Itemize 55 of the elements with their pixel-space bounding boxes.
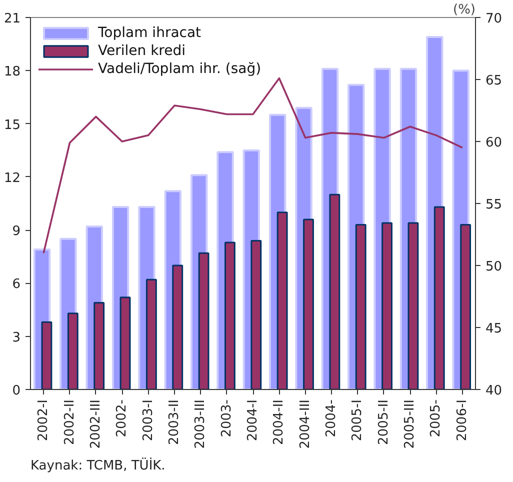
y-tick-label: 21 [4, 12, 21, 26]
y2-tick-label: 60 [486, 136, 502, 150]
x-tick-label: 2002- [114, 399, 130, 438]
bar [94, 302, 105, 390]
x-tick-label: 2004- [324, 399, 340, 438]
x-tick-label: 2002-III [88, 399, 104, 449]
y-tick-label: 9 [12, 224, 21, 240]
x-tick-label: 2005-I [350, 400, 366, 442]
bar [172, 264, 184, 390]
x-tick-label: 2004-I [246, 400, 260, 442]
bar [198, 252, 210, 390]
bar [120, 296, 131, 390]
line-series [42, 77, 464, 254]
y-tick-label: 15 [4, 118, 21, 133]
x-tick-label: 2003-II [166, 399, 182, 445]
bar [250, 240, 262, 390]
y2-tick-label: 40 [486, 384, 502, 398]
x-tick-label: 2005- [428, 399, 444, 438]
y2-tick-label: 45 [486, 322, 502, 336]
y-tick-label: 3 [12, 330, 21, 346]
x-tick-label: 2004-II [272, 399, 287, 445]
x-tick-label: 2004-III [298, 399, 313, 449]
x-tick-label: 2002-I [36, 400, 52, 442]
bar [408, 222, 419, 390]
bar [303, 218, 314, 390]
bar [146, 278, 157, 390]
x-tick-label: 2005-III [402, 399, 418, 449]
legend-label: Toplam ihracat [98, 25, 202, 41]
legend-label: Vadeli/Toplam ihr. (sağ) [98, 61, 262, 77]
bar [329, 194, 340, 390]
text: Kaynak: TCMB, TÜİK. [30, 458, 166, 474]
y2-tick-label: 70 [486, 12, 502, 26]
y2-tick-label: 65 [486, 74, 502, 88]
bar [224, 242, 236, 390]
y2-tick-label: 50 [486, 260, 502, 274]
y-tick-label: 0 [12, 384, 21, 398]
bar [67, 312, 78, 390]
bar [434, 206, 445, 390]
x-tick-label: 2003-III [193, 399, 208, 449]
x-tick-label: 2006-I [454, 400, 470, 442]
x-tick-label: 2003-I [140, 400, 156, 442]
bar [41, 321, 52, 390]
x-tick-label: 2005-II [376, 399, 392, 445]
y2-axis-title: (%) [453, 2, 476, 18]
bar [355, 224, 366, 390]
y2-tick-label: 55 [486, 198, 502, 212]
x-tick-label: 2002-II [62, 399, 78, 445]
y-tick-label: 18 [4, 64, 21, 80]
y-tick-label: 6 [12, 277, 21, 292]
bar [276, 212, 288, 390]
y-tick-label: 12 [4, 170, 21, 186]
bar [460, 224, 472, 390]
bar [382, 222, 392, 390]
x-tick-label: 2003- [219, 399, 234, 438]
legend-label: Verilen kredi [98, 43, 186, 59]
